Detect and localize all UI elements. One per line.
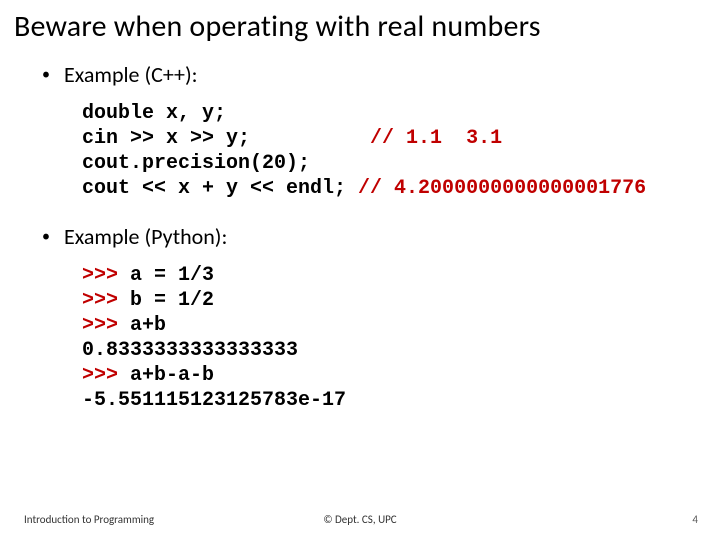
slide: Beware when operating with real numbers … bbox=[0, 0, 720, 540]
bullet-python: • Example (Python): bbox=[42, 223, 720, 251]
bullet-dot-icon: • bbox=[42, 61, 50, 89]
cpp-line-2: cin >> x >> y; bbox=[82, 127, 370, 150]
py-prompt-5: >>> bbox=[82, 364, 118, 387]
py-line-3: a+b bbox=[118, 314, 166, 337]
footer-center: © Dept. CS, UPC bbox=[0, 513, 720, 526]
cpp-comment-4: // 4.2000000000000001776 bbox=[358, 177, 646, 200]
bullet-python-label: Example (Python): bbox=[64, 223, 227, 251]
py-output-2: -5.551115123125783e-17 bbox=[82, 389, 346, 412]
cpp-line-3: cout.precision(20); bbox=[82, 152, 310, 175]
slide-title: Beware when operating with real numbers bbox=[0, 8, 720, 55]
slide-content: • Example (C++): double x, y;cin >> x >>… bbox=[0, 55, 720, 413]
bullet-cpp: • Example (C++): bbox=[42, 61, 720, 89]
bullet-cpp-label: Example (C++): bbox=[64, 61, 198, 89]
cpp-comment-2: // 1.1 3.1 bbox=[370, 127, 502, 150]
bullet-dot-icon: • bbox=[42, 223, 50, 251]
py-prompt-2: >>> bbox=[82, 289, 118, 312]
slide-number: 4 bbox=[692, 513, 698, 526]
py-line-2: b = 1/2 bbox=[118, 289, 214, 312]
py-line-1: a = 1/3 bbox=[118, 264, 214, 287]
py-prompt-3: >>> bbox=[82, 314, 118, 337]
code-block-python: >>> a = 1/3 >>> b = 1/2 >>> a+b 0.833333… bbox=[82, 263, 720, 413]
py-line-5: a+b-a-b bbox=[118, 364, 214, 387]
py-output-1: 0.8333333333333333 bbox=[82, 339, 298, 362]
py-prompt-1: >>> bbox=[82, 264, 118, 287]
cpp-line-4: cout << x + y << endl; bbox=[82, 177, 358, 200]
cpp-line-1: double x, y; bbox=[82, 102, 226, 125]
code-block-cpp: double x, y;cin >> x >> y; // 1.1 3.1 cou… bbox=[82, 101, 720, 201]
